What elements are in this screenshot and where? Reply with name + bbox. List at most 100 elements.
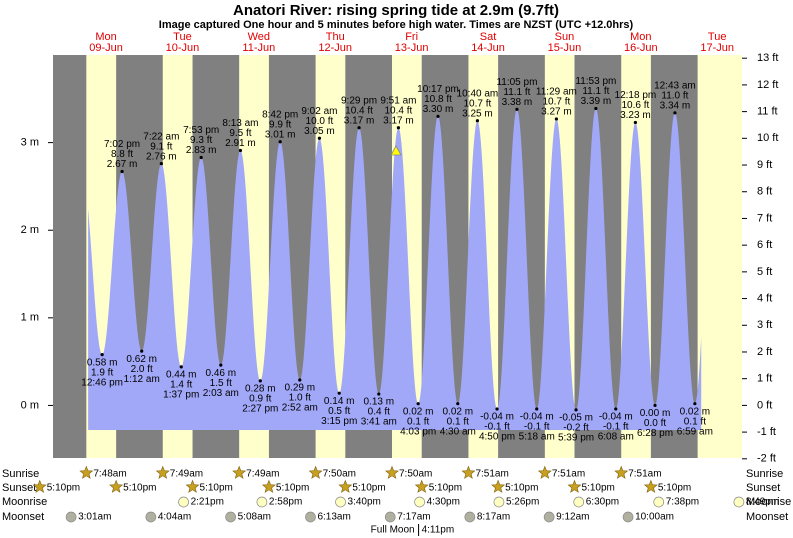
full-moon-label: Full Moon (371, 525, 415, 536)
extreme-point (535, 407, 539, 411)
ft-label: 1.9 ft (91, 367, 113, 378)
date-label: 10-Jun (166, 42, 200, 54)
sunrise-time: 7:49am (170, 469, 203, 480)
height-label: 0.28 m (245, 384, 276, 395)
moonset-time: 6:13am (317, 512, 350, 523)
weekday-label: Fri (405, 31, 418, 43)
extreme-point (475, 119, 480, 123)
sunset-time: 5:10pm (352, 483, 385, 494)
sunrise-time: 7:48am (93, 469, 126, 480)
ft-label: 9.5 ft (229, 128, 251, 139)
extreme-point (614, 407, 618, 411)
sunrise-icon (232, 465, 247, 479)
ft-label: 11.0 ft (661, 90, 688, 101)
height-label: 2.91 m (225, 138, 256, 149)
date-label: 14-Jun (471, 42, 505, 54)
moonrise-icon (414, 496, 425, 508)
ft-label: 0.5 ft (328, 406, 350, 417)
height-label: 2.76 m (146, 151, 177, 162)
extreme-point (199, 155, 203, 160)
extreme-point (456, 402, 460, 406)
ft-label: 0.9 ft (249, 394, 271, 405)
capture-marker (390, 145, 402, 156)
sunrise-icon (614, 465, 629, 479)
extreme-point (120, 169, 124, 174)
y2-tick-label: 6 ft (757, 239, 772, 251)
sunrise-icon (155, 465, 170, 479)
y-tick-label: 3 m (21, 137, 39, 149)
sunset-icon (338, 479, 353, 493)
extreme-point (357, 126, 361, 130)
sunset-icon (32, 479, 47, 493)
extreme-point (140, 349, 144, 353)
extreme-point (100, 353, 104, 357)
date-label: 13-Jun (395, 42, 429, 54)
time-label: 9:29 pm (341, 95, 377, 106)
weekday-label: Sat (480, 31, 497, 43)
height-label: -0.04 m (480, 412, 514, 423)
y-tick-label: 2 m (21, 224, 39, 236)
time-label: 9:51 am (380, 95, 416, 106)
height-label: 3.23 m (620, 110, 651, 121)
extreme-point (159, 162, 163, 166)
time-label: 10:40 am (457, 88, 499, 99)
moonset-icon (543, 511, 555, 523)
time-label: 4:50 pm (479, 432, 515, 443)
y-tick-label: 1 m (21, 312, 39, 324)
ft-label: 9.1 ft (150, 141, 172, 152)
extreme-point (298, 378, 302, 382)
y2-tick-label: 0 ft (757, 399, 772, 411)
time-label: 7:53 pm (183, 125, 219, 136)
extreme-point (396, 126, 401, 130)
date-label: 09-Jun (89, 42, 123, 54)
moonrise-time: 6:30pm (586, 497, 619, 508)
extreme-point (416, 402, 420, 406)
time-label: 2:27 pm (242, 404, 278, 415)
sunrise-row-label: Sunrise (746, 468, 783, 480)
time-label: 3:41 am (361, 417, 397, 428)
moonset-time: 10:00am (635, 512, 674, 523)
weekday-label: Sun (555, 31, 575, 43)
ft-label: 11.1 ft (503, 87, 530, 98)
ft-label: 9.3 ft (190, 135, 212, 146)
weekday-label: Thu (326, 31, 345, 43)
moonset-time: 4:04am (158, 512, 191, 523)
moonrise-icon (335, 496, 346, 508)
height-label: 0.14 m (324, 396, 355, 407)
time-label: 12:46 pm (81, 377, 123, 388)
moonset-row-label: Moonset (2, 511, 44, 523)
height-label: 3.05 m (304, 126, 335, 137)
height-label: 0.00 m (640, 408, 671, 419)
height-label: 0.62 m (126, 354, 157, 365)
plot: Mon09-JunTue10-JunWed11-JunThu12-JunFri1… (2, 31, 791, 536)
time-label: 11:05 pm (496, 77, 537, 88)
y2-tick-label: 12 ft (757, 79, 778, 91)
sunset-time: 5:10pm (276, 483, 309, 494)
moonset-time: 9:12am (556, 512, 589, 523)
ft-label: 11.1 ft (582, 86, 609, 97)
time-label: 10:17 pm (417, 84, 459, 95)
full-moon-time: 4:11pm (422, 525, 455, 536)
time-label: 1:12 am (124, 374, 160, 385)
moonrise-time: 5:26pm (506, 497, 539, 508)
time-label: 7:02 pm (104, 139, 140, 150)
sunrise-time: 7:50am (323, 469, 356, 480)
ft-label: 0.1 ft (684, 416, 706, 427)
height-label: -0.04 m (520, 412, 554, 423)
ft-label: 1.0 ft (289, 393, 311, 404)
y-tick-label: 0 m (21, 399, 39, 411)
moonrise-icon (653, 496, 665, 508)
moonset-time: 5:08am (238, 512, 271, 523)
time-label: 12:18 pm (615, 90, 657, 101)
weekday-label: Tue (173, 31, 192, 43)
daylight (697, 55, 742, 458)
moonset-row-label: Moonset (746, 511, 788, 523)
height-label: 0.13 m (364, 397, 395, 408)
time-label: 2:52 am (282, 403, 318, 414)
weekday-label: Tue (708, 31, 727, 43)
weekday-label: Mon (630, 31, 651, 43)
extreme-point (337, 391, 341, 395)
ft-label: 0.4 ft (368, 407, 390, 418)
time-label: 11:29 am (536, 87, 577, 98)
y2-tick-label: -1 ft (757, 426, 776, 438)
